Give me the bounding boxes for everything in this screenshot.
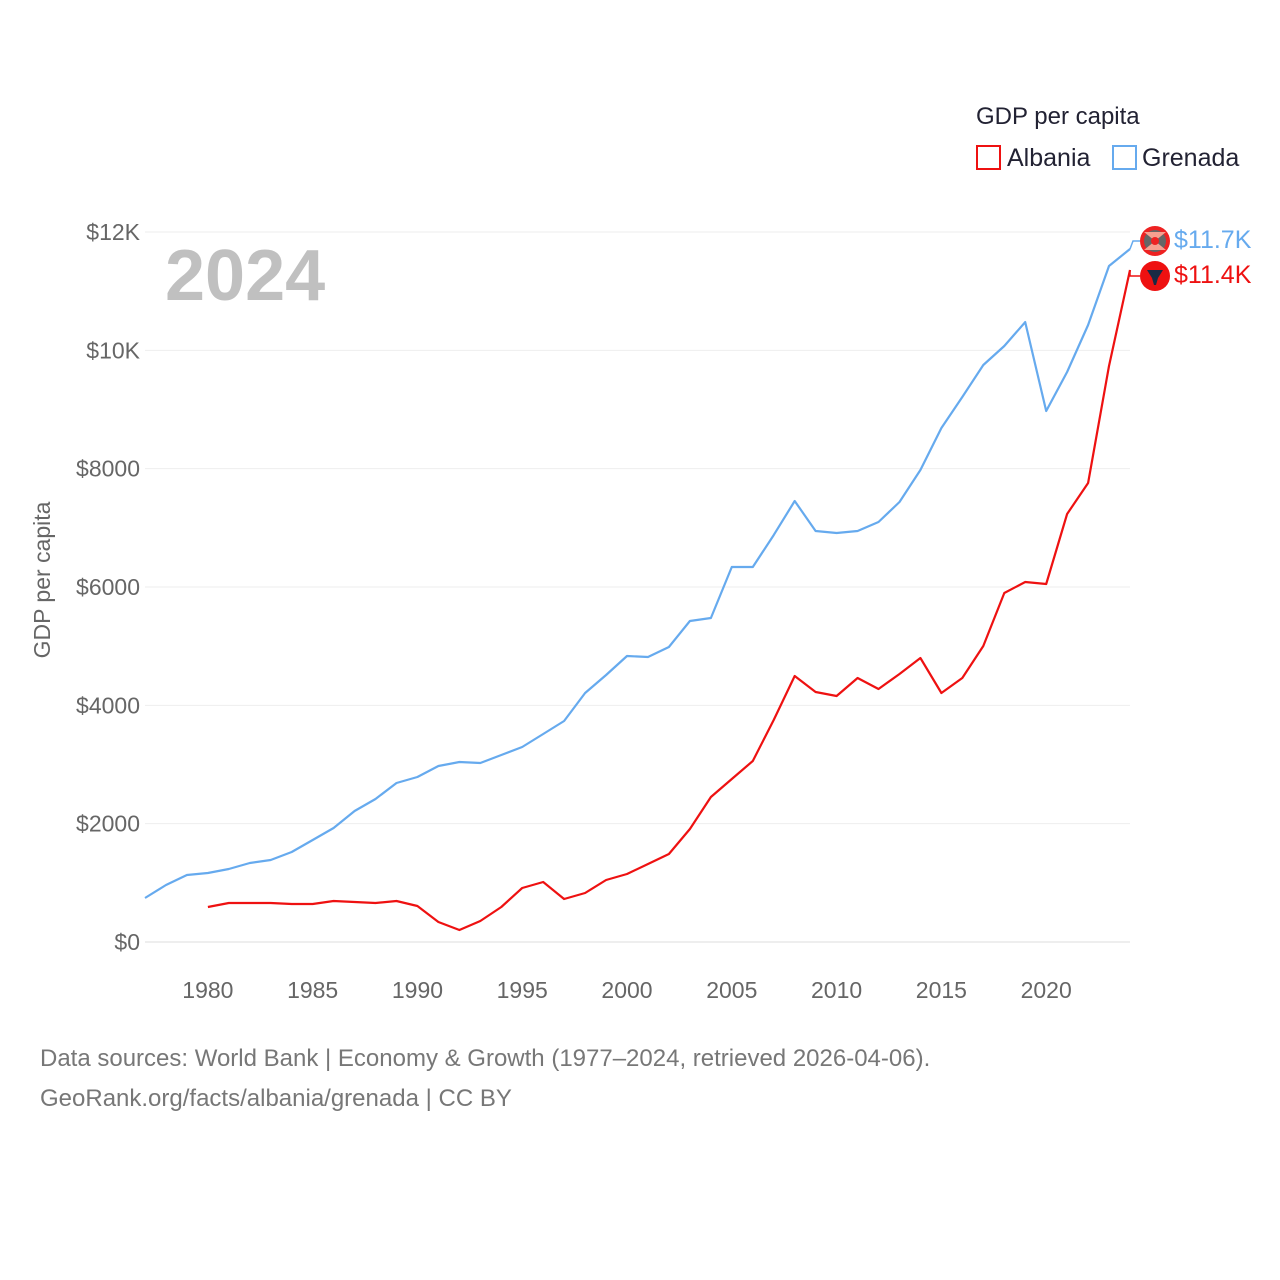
albania-flag-icon: [1140, 261, 1170, 291]
grenada-flag-icon: [1140, 226, 1170, 256]
y-tick-label: $8000: [76, 456, 140, 482]
x-tick-label: 2015: [916, 977, 967, 1003]
x-tick-label: 1990: [392, 977, 443, 1003]
x-tick-label: 2005: [706, 977, 757, 1003]
series-line-grenada: [144, 248, 1131, 899]
series-line-albania: [207, 269, 1132, 932]
legend-swatch-albania[interactable]: [976, 145, 1001, 170]
y-tick-label: $0: [114, 929, 140, 955]
x-tick-label: 1985: [287, 977, 338, 1003]
connector-grenada: [1129, 240, 1140, 250]
y-tick-label: $2000: [76, 811, 140, 837]
year-watermark: 2024: [165, 236, 325, 316]
legend-swatch-grenada[interactable]: [1112, 145, 1137, 170]
x-tick-label: 1995: [497, 977, 548, 1003]
legend-label-grenada[interactable]: Grenada: [1142, 144, 1239, 172]
y-axis-label: GDP per capita: [29, 501, 55, 658]
end-label-albania: $11.4K: [1174, 261, 1252, 289]
x-tick-label: 2020: [1021, 977, 1072, 1003]
y-tick-label: $12K: [86, 219, 140, 245]
footer-link[interactable]: GeoRank.org/facts/albania/grenada | CC B…: [40, 1085, 512, 1112]
y-tick-label: $10K: [86, 337, 140, 363]
x-tick-label: 2010: [811, 977, 862, 1003]
y-tick-label: $6000: [76, 574, 140, 600]
x-tick-label: 2000: [601, 977, 652, 1003]
footer-sources: Data sources: World Bank | Economy & Gro…: [40, 1045, 931, 1072]
legend-label-albania[interactable]: Albania: [1007, 144, 1090, 172]
y-tick-label: $4000: [76, 692, 140, 718]
connector-albania: [1129, 270, 1140, 277]
end-label-grenada: $11.7K: [1174, 226, 1252, 254]
legend-title: GDP per capita: [976, 103, 1140, 130]
x-tick-label: 1980: [182, 977, 233, 1003]
